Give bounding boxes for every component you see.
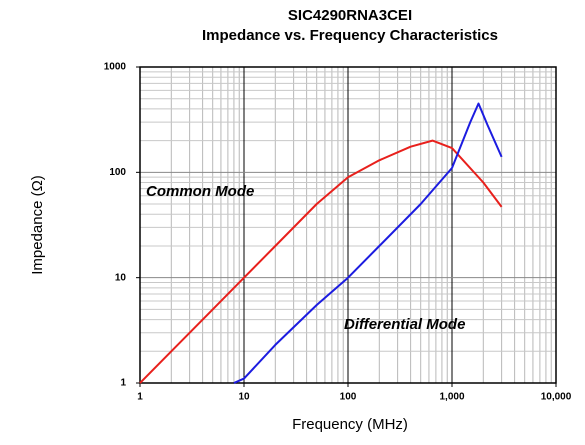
x-tick-label: 10,000	[541, 392, 572, 403]
x-tick-label: 10	[238, 392, 250, 403]
series-line	[233, 102, 503, 384]
chart-title: SIC4290RNA3CEI	[288, 7, 412, 24]
x-tick-label: 1	[137, 392, 143, 403]
series-line	[139, 139, 503, 384]
y-axis-label: Impedance (Ω)	[29, 175, 46, 275]
y-tick-label: 100	[109, 167, 126, 178]
y-tick-label: 1	[120, 378, 126, 389]
series-label: Differential Mode	[344, 316, 465, 333]
y-tick-label: 1000	[104, 62, 127, 73]
x-axis-label: Frequency (MHz)	[292, 416, 408, 433]
x-tick-label: 100	[340, 392, 357, 403]
chart-subtitle: Impedance vs. Frequency Characteristics	[202, 27, 498, 44]
series-label: Common Mode	[146, 183, 254, 200]
x-tick-label: 1,000	[439, 392, 464, 403]
y-tick-label: 10	[115, 272, 127, 283]
plot-frame	[139, 66, 557, 384]
